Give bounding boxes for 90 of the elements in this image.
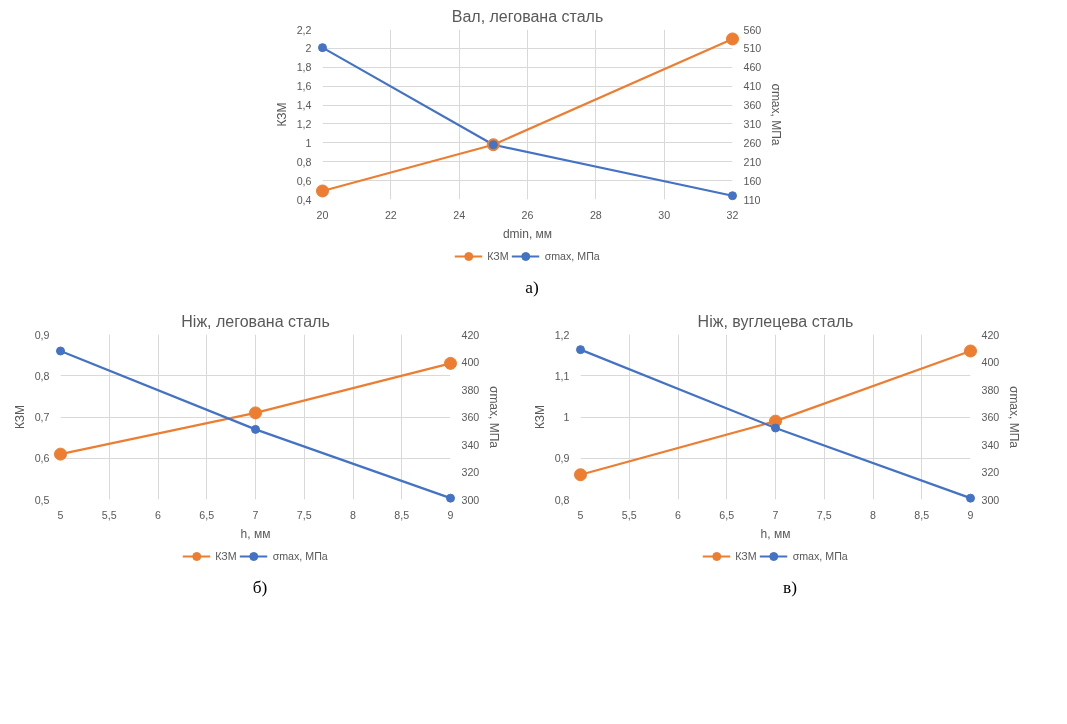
y2-tick-label: 310 [743,117,762,130]
y2-axis-title: σmax, МПа [1007,385,1022,449]
x-tick-label: 28 [589,208,602,221]
chart-title: Ніж, вуглецева сталь [697,312,854,330]
y-tick-label: 2 [305,42,312,55]
y-tick-label: 0,8 [296,155,312,168]
y-tick-label: 0,8 [34,369,50,382]
legend-label: σmax, МПа [544,250,600,262]
x-tick-label: 32 [726,208,739,221]
y-tick-label: 0,8 [554,493,570,506]
x-tick-label: 8,5 [394,508,410,521]
x-tick-label: 26 [521,208,534,221]
y2-tick-label: 210 [743,155,762,168]
legend-label: КЗМ [215,550,237,562]
text: а) [525,277,539,299]
y-tick-label: 1,2 [554,328,570,341]
x-tick-label: 5,5 [101,508,117,521]
x-tick-label: 20 [316,208,329,221]
y2-tick-label: 360 [981,411,1000,423]
legend-label: КЗМ [487,250,509,262]
y-tick-label: 0,7 [34,411,50,423]
x-tick-label: 24 [453,208,466,221]
y2-tick-label: 400 [981,356,1000,368]
text: б) [252,577,268,599]
y2-tick-label: 160 [743,174,762,187]
x-tick-label: 7,5 [816,508,832,521]
x-tick-label: 6 [155,508,162,521]
y2-axis-title: σmax, МПа [769,83,784,146]
x-tick-label: 8,5 [914,508,930,521]
y2-tick-label: 320 [461,466,480,478]
y2-tick-label: 300 [981,493,1000,506]
y2-tick-label: 260 [743,136,762,149]
y-axis-title: КЗМ [12,404,27,430]
y-axis-title: КЗМ [532,404,547,430]
y2-tick-label: 360 [461,411,480,423]
y-tick-label: 1,8 [296,61,312,74]
y-tick-label: 0,6 [34,452,50,465]
x-tick-label: 9 [967,508,974,521]
legend-label: σmax, МПа [272,550,328,562]
x-tick-label: 6 [675,508,682,521]
x-axis-title: dmin, мм [502,226,553,241]
x-tick-label: 8 [870,508,877,521]
legend-label: КЗМ [735,550,757,562]
y2-tick-label: 460 [743,61,762,74]
x-tick-label: 5 [57,508,64,521]
y2-tick-label: 360 [743,99,762,112]
legend-label: σmax, МПа [792,550,848,562]
y2-tick-label: 320 [981,466,1000,478]
y-tick-label: 1 [563,411,570,423]
y2-tick-label: 400 [461,356,480,368]
y2-tick-label: 110 [743,193,761,206]
x-tick-label: 7 [252,508,259,521]
y2-tick-label: 340 [981,438,1000,451]
y-tick-label: 0,5 [34,493,50,506]
y2-tick-label: 410 [743,80,762,93]
y2-tick-label: 560 [743,23,762,36]
x-tick-label: 7 [772,508,779,521]
x-tick-label: 6,5 [719,508,735,521]
y2-tick-label: 510 [743,42,762,55]
x-tick-label: 22 [384,208,397,221]
x-tick-label: 5 [577,508,584,521]
y-tick-label: 1,1 [554,369,570,382]
y-tick-label: 0,9 [554,452,570,465]
y-tick-label: 0,9 [34,328,50,341]
y-tick-label: 2,2 [296,23,312,36]
x-axis-title: h, мм [240,526,271,541]
y-tick-label: 1,6 [296,80,312,93]
x-tick-label: 5,5 [621,508,637,521]
y2-tick-label: 380 [981,383,1000,396]
y2-axis-title: σmax, МПа [487,385,502,449]
x-tick-label: 8 [350,508,357,521]
x-tick-label: 30 [658,208,671,221]
y-tick-label: 0,6 [296,174,312,187]
text: в) [783,577,797,599]
x-axis-title: h, мм [760,526,791,541]
chart-title: Вал, легована сталь [451,7,604,25]
y2-tick-label: 340 [461,438,480,451]
y-tick-label: 1,2 [296,117,312,130]
y2-tick-label: 420 [461,328,480,341]
y-tick-label: 1 [305,136,312,149]
x-tick-label: 9 [447,508,454,521]
x-tick-label: 7,5 [296,508,312,521]
chart-title: Ніж, легована сталь [181,312,330,330]
y-tick-label: 1,4 [296,99,312,112]
y-axis-title: КЗМ [274,102,289,127]
y2-tick-label: 420 [981,328,1000,341]
x-tick-label: 6,5 [199,508,215,521]
y2-tick-label: 300 [461,493,480,506]
y2-tick-label: 380 [461,383,480,396]
y-tick-label: 0,4 [296,193,312,206]
